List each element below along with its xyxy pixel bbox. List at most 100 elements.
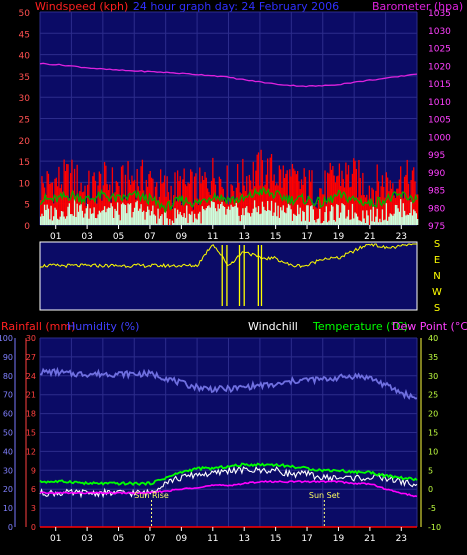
- wind-low-bar: [182, 217, 184, 225]
- wind-gust-bar: [294, 170, 296, 225]
- wind-low-bar: [140, 204, 142, 225]
- wind-gust-bar: [141, 159, 144, 225]
- wind-low-bar: [213, 202, 215, 225]
- barometer-title: Barometer (hpa): [372, 0, 463, 13]
- wind-low-bar: [255, 207, 257, 225]
- wind-gust-bar: [340, 186, 342, 225]
- wind-low-bar: [212, 201, 214, 225]
- wind-low-bar: [312, 209, 314, 225]
- wind-gust-bar: [175, 201, 177, 225]
- wind-gust-bar: [252, 161, 254, 225]
- wind-gust-bar: [51, 182, 54, 225]
- wind-low-bar: [66, 216, 68, 225]
- wind-low-bar: [324, 212, 326, 225]
- rainfall-title: Rainfall (mm): [1, 320, 75, 333]
- rain-tick-label: 18: [26, 410, 36, 419]
- wind-gust-bar: [220, 178, 222, 225]
- wind-gust-bar: [140, 166, 142, 225]
- wind-low-bar: [333, 219, 335, 225]
- barometer-y-ticks: 975 980 985 990 995 1000 1005 1010 1015 1020 1025 1…: [428, 9, 451, 232]
- wind-gust-bar: [131, 175, 133, 225]
- wind-low-bar: [183, 213, 185, 225]
- wind-low-bar: [58, 219, 60, 225]
- rain-tick-label: 3: [31, 504, 36, 513]
- wind-gust-bar: [96, 203, 98, 225]
- wind-low-bar: [375, 216, 377, 225]
- wind-low-bar: [253, 200, 256, 225]
- wind-low-bar: [97, 214, 99, 225]
- wind-low-bar: [358, 220, 360, 225]
- wind-low-bar: [268, 210, 270, 225]
- wind-gust-bar: [332, 166, 334, 225]
- wind-low-bar: [124, 205, 127, 225]
- direction-label: S: [434, 303, 440, 314]
- wind-gust-bar: [67, 164, 69, 225]
- wind-low-bar: [158, 218, 161, 225]
- wind-low-bar: [270, 200, 273, 225]
- wind-low-bar: [54, 207, 56, 225]
- wind-gust-bar: [188, 183, 191, 225]
- wind-x-tick-label: 05: [113, 232, 124, 242]
- rain-tick-label: 30: [26, 334, 36, 343]
- wind-gust-bar: [192, 209, 194, 225]
- direction-line: [39, 243, 417, 269]
- wind-gust-bar: [268, 188, 270, 225]
- wind-gust-bar: [316, 208, 318, 225]
- wind-low-bar: [137, 210, 140, 225]
- wind-gust-bar: [360, 195, 363, 225]
- wind-low-bar: [106, 208, 108, 225]
- lower-axes: 0102030405060708090100036912151821242730…: [0, 334, 441, 532]
- wind-gust-bar: [338, 163, 341, 225]
- wind-low-bar: [49, 219, 51, 225]
- wind-gust-bar: [50, 182, 52, 225]
- wind-low-bar: [161, 214, 163, 225]
- wind-gust-bar: [282, 165, 284, 225]
- wind-low-bar: [413, 209, 415, 225]
- wind-low-bar: [236, 207, 239, 225]
- wind-y-tick-label: 30: [19, 94, 31, 104]
- wind-low-bar: [392, 215, 394, 225]
- wind-gust-bar: [143, 190, 145, 225]
- wind-gust-bar: [347, 165, 350, 225]
- wind-low-bar: [204, 210, 206, 225]
- wind-low-bar: [346, 216, 348, 225]
- wind-gust-bar: [94, 180, 97, 225]
- wind-low-bar: [243, 215, 245, 225]
- wind-x-tick-label: 17: [301, 232, 312, 242]
- wind-low-bar: [208, 205, 210, 225]
- wind-low-bar: [73, 199, 76, 225]
- direction-label: N: [433, 271, 440, 282]
- wind-gust-bar: [376, 164, 378, 225]
- wind-gust-bar: [264, 184, 266, 225]
- wind-low-bar: [359, 220, 361, 225]
- wind-gust-bar: [270, 154, 273, 225]
- wind-low-bar: [409, 213, 411, 225]
- wind-gust-bar: [323, 194, 325, 225]
- humidity-tick-label: 20: [3, 485, 13, 494]
- wind-low-bar: [122, 202, 124, 225]
- wind-low-bar: [77, 211, 80, 225]
- wind-low-bar: [287, 203, 290, 225]
- wind-gust-bar: [381, 175, 384, 225]
- wind-low-bar: [291, 220, 294, 225]
- wind-gust-bar: [41, 176, 43, 225]
- wind-gust-bar: [216, 197, 218, 225]
- wind-low-bar: [353, 218, 355, 225]
- wind-gust-bar: [160, 169, 162, 225]
- temperature-tick-label: 40: [428, 334, 438, 343]
- temperature-tick-label: 25: [428, 391, 438, 400]
- wind-low-bar: [90, 213, 93, 225]
- wind-gust-bar: [230, 184, 232, 225]
- barometer-y-tick-label: 1020: [428, 62, 451, 72]
- humidity-tick-label: 90: [3, 353, 13, 362]
- wind-gust-bar: [63, 159, 65, 225]
- wind-gust-bar: [178, 181, 180, 225]
- wind-gust-bar: [60, 184, 63, 225]
- wind-gust-bar: [236, 164, 239, 225]
- wind-low-bar: [252, 208, 254, 225]
- humidity-line: [39, 366, 418, 400]
- rain-tick-label: 15: [26, 429, 36, 438]
- lower-x-tick-label: 13: [238, 534, 249, 544]
- wind-low-bar: [217, 204, 219, 225]
- wind-gust-bar: [42, 183, 44, 225]
